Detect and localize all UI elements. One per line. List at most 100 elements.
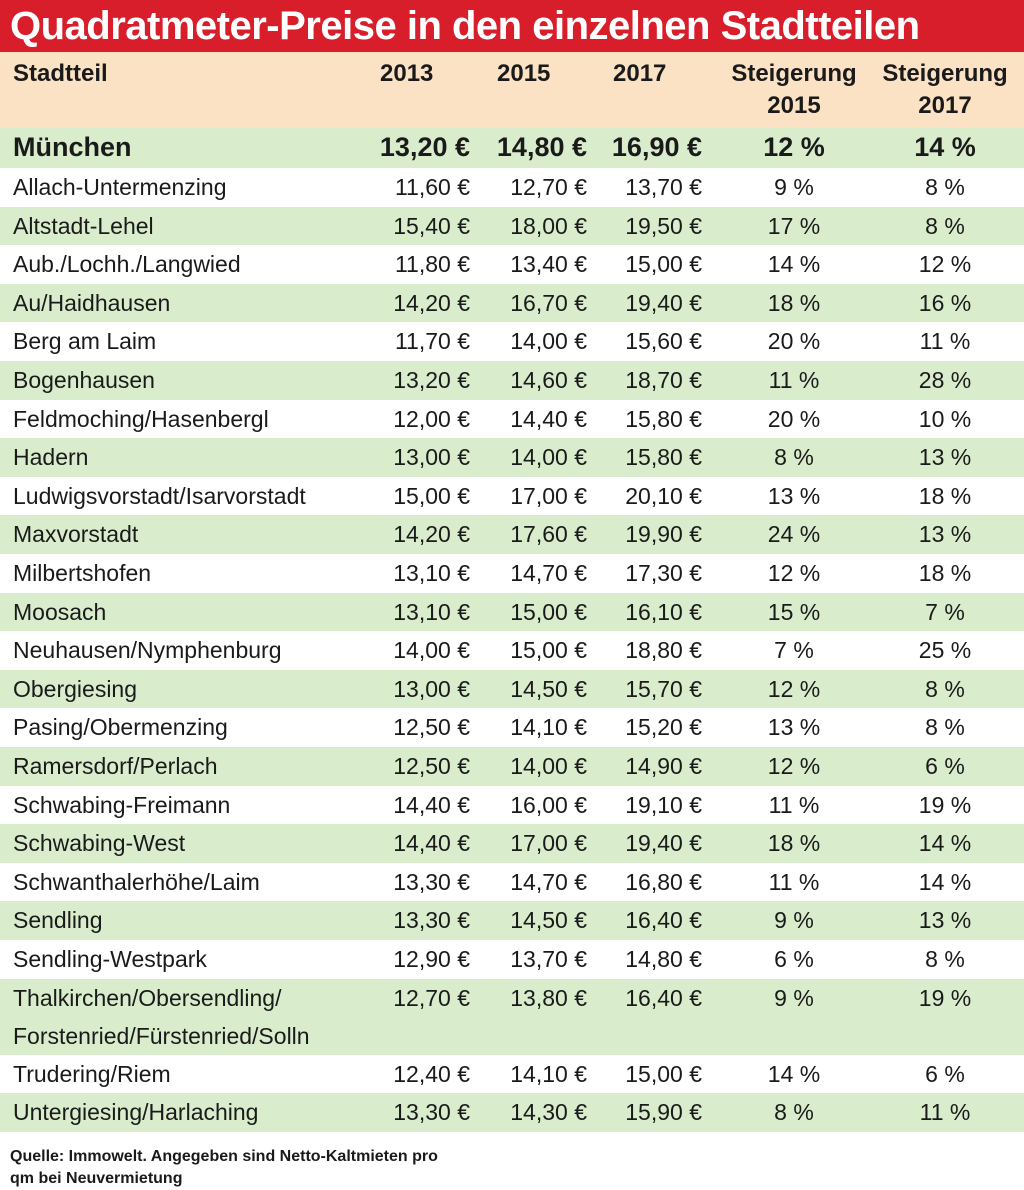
increase-2017: 14 % xyxy=(914,132,976,162)
increase-2015: 8 % xyxy=(774,1099,814,1126)
header-increase-2015-line1: Steigerung xyxy=(731,60,857,87)
price-2017: 16,90 € xyxy=(611,132,702,162)
price-2013: 11,60 € xyxy=(394,174,470,200)
price-2017: 15,80 € xyxy=(625,444,702,471)
price-2015: 17,00 € xyxy=(510,830,587,857)
header-district: Stadtteil xyxy=(13,60,108,87)
district-name: Bogenhausen xyxy=(13,367,155,393)
price-2013: 13,20 € xyxy=(379,132,470,162)
price-2013: 12,50 € xyxy=(393,753,470,779)
price-2015: 16,70 € xyxy=(510,289,587,316)
district-name: Obergiesing xyxy=(13,675,138,702)
district-name: Maxvorstadt xyxy=(13,521,139,548)
increase-2017: 19 % xyxy=(918,791,972,818)
price-2015: 17,00 € xyxy=(510,482,587,509)
price-2017: 19,40 € xyxy=(625,830,702,857)
price-2013: 14,20 € xyxy=(393,289,470,316)
price-2015: 14,60 € xyxy=(510,367,587,393)
price-2017: 15,60 € xyxy=(625,328,702,355)
header-2017: 2017 xyxy=(613,60,667,87)
increase-2017: 18 % xyxy=(918,560,972,586)
table-row: Neuhausen/Nymphenburg 14,00 € 15,00 € 18,80… xyxy=(0,631,1024,670)
price-2017: 19,40 € xyxy=(625,289,702,316)
increase-2015: 12 % xyxy=(767,753,821,779)
increase-2015: 12 % xyxy=(767,675,821,702)
price-2017: 18,80 € xyxy=(625,637,702,664)
increase-2015: 15 % xyxy=(767,598,821,625)
increase-2017: 6 % xyxy=(925,753,965,779)
increase-2015: 12 % xyxy=(767,560,821,586)
price-2015: 13,80 € xyxy=(510,984,587,1011)
increase-2015: 11 % xyxy=(768,791,820,818)
source-footnote-line1: Quelle: Immowelt. Angegeben sind Netto-K… xyxy=(10,1148,438,1165)
price-2013: 15,00 € xyxy=(393,482,470,509)
increase-2015: 9 % xyxy=(774,907,814,934)
header-increase-2017: Steigerung 2017 xyxy=(874,58,1016,122)
table-row: Sendling-Westpark 12,90 € 13,70 € 14,80 € 6 … xyxy=(0,940,1024,979)
increase-2017: 8 % xyxy=(925,212,965,239)
price-2017: 15,00 € xyxy=(625,1060,702,1087)
table-row: Milbertshofen 13,10 € 14,70 € 17,30 € 12 % 18… xyxy=(0,554,1024,593)
increase-2015: 14 % xyxy=(767,1060,821,1087)
increase-2015: 13 % xyxy=(767,482,821,509)
table-row: Aub./Lochh./Langwied 11,80 € 13,40 € 15,00 … xyxy=(0,245,1024,284)
table-row: Feldmoching/Hasenbergl 12,00 € 14,40 € 15,8… xyxy=(0,399,1024,439)
district-name-line2: Forstenried/Fürstenried/Solln xyxy=(13,1022,310,1049)
price-2013: 13,20 € xyxy=(393,367,470,393)
price-2017: 15,20 € xyxy=(625,714,702,741)
district-name: Aub./Lochh./Langwied xyxy=(13,251,241,278)
price-2015: 13,70 € xyxy=(510,946,587,972)
table-row: Berg am Laim 11,70 € 14,00 € 15,60 € 20 % 11 … xyxy=(0,322,1024,361)
price-2013: 12,70 € xyxy=(393,984,470,1011)
table-title: Quadratmeter-Preise in den einzelnen Sta… xyxy=(0,0,1024,52)
district-name: Au/Haidhausen xyxy=(13,289,171,316)
table-row: Untergiesing/Harlaching 13,30 € 14,30 € 15,… xyxy=(0,1093,1024,1132)
price-2017: 15,90 € xyxy=(625,1099,702,1126)
table-row: Trudering/Riem 12,40 € 14,10 € 15,00 € 14 % 6… xyxy=(0,1054,1024,1094)
increase-2015: 6 % xyxy=(774,946,814,972)
increase-2017: 13 % xyxy=(918,907,972,934)
district-name: Thalkirchen/Obersendling/Forstenried/Für… xyxy=(13,979,310,1055)
district-name: Hadern xyxy=(13,444,89,471)
increase-2015: 18 % xyxy=(767,830,821,857)
table-row: Ludwigsvorstadt/Isarvorstadt 15,00 € 17,00… xyxy=(0,476,1024,516)
price-2015: 14,70 € xyxy=(510,560,587,586)
increase-2017: 18 % xyxy=(918,482,972,509)
district-name: Sendling xyxy=(13,907,103,934)
price-2017: 15,70 € xyxy=(625,675,702,702)
table-row: Hadern 13,00 € 14,00 € 15,80 € 8 % 13 % xyxy=(0,438,1024,477)
price-2015: 18,00 € xyxy=(510,212,587,239)
header-increase-2015: Steigerung 2015 xyxy=(722,58,866,122)
price-2015: 15,00 € xyxy=(510,598,587,625)
district-name: Trudering/Riem xyxy=(13,1060,171,1087)
price-2013: 14,20 € xyxy=(393,521,470,548)
price-2013: 13,10 € xyxy=(393,560,470,586)
price-2017: 19,10 € xyxy=(625,791,702,818)
price-2017: 19,50 € xyxy=(625,212,702,239)
increase-2017: 12 % xyxy=(918,251,972,278)
district-name: Ludwigsvorstadt/Isarvorstadt xyxy=(13,482,306,509)
header-increase-2017-line1: Steigerung xyxy=(882,60,1008,87)
price-2013: 14,40 € xyxy=(393,830,470,857)
table-row: Thalkirchen/Obersendling/Forstenried/Für… xyxy=(0,978,1024,1055)
district-name: Neuhausen/Nymphenburg xyxy=(13,637,282,664)
price-2013: 13,10 € xyxy=(393,598,470,625)
price-2013: 15,40 € xyxy=(393,212,470,239)
increase-2017: 8 % xyxy=(925,946,965,972)
header-increase-2017-line2: 2017 xyxy=(918,92,972,119)
header-2013: 2013 xyxy=(380,60,434,87)
price-2015: 14,10 € xyxy=(510,1060,587,1087)
district-name: Altstadt-Lehel xyxy=(13,212,154,239)
table-row: Pasing/Obermenzing 12,50 € 14,10 € 15,20 € 1… xyxy=(0,708,1024,747)
price-2017: 16,40 € xyxy=(625,907,702,934)
increase-2017: 8 % xyxy=(925,714,965,741)
increase-2015: 11 % xyxy=(768,868,820,895)
increase-2017: 13 % xyxy=(918,444,972,471)
increase-2017: 10 % xyxy=(918,405,972,432)
district-name: Schwabing-Freimann xyxy=(13,791,231,818)
increase-2015: 8 % xyxy=(774,444,814,471)
price-2013: 13,00 € xyxy=(393,675,470,702)
price-2017: 14,80 € xyxy=(625,946,702,972)
increase-2015: 9 % xyxy=(774,174,814,200)
header-2015: 2015 xyxy=(497,60,551,87)
